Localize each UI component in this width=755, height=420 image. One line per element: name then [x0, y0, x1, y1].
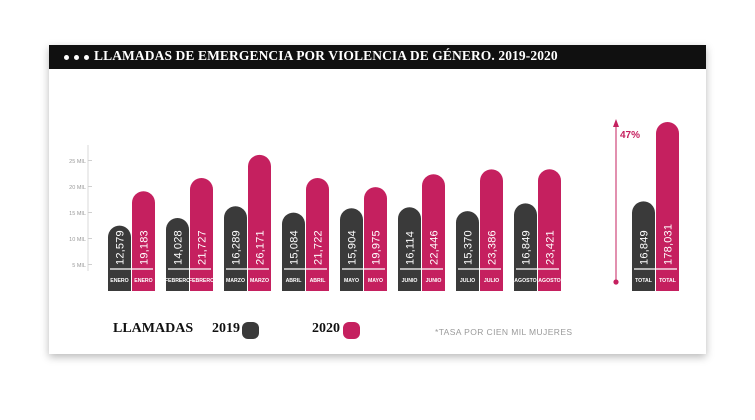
window-dot-icon — [74, 55, 79, 60]
bar-2020-enero — [132, 191, 155, 291]
data-label-2020: 26,171 — [255, 230, 267, 265]
y-tick-label: 25 MIL — [69, 159, 86, 165]
category-label-2019: ABRIL — [286, 278, 303, 284]
data-label-2019: 15,084 — [289, 230, 301, 265]
data-label-2020: 19,183 — [139, 230, 151, 265]
category-label-2020: MAYO — [368, 278, 383, 284]
data-label-2020: 23,421 — [545, 230, 557, 265]
bar-2019-mayo — [340, 208, 363, 291]
bar-2020-mayo — [364, 187, 387, 291]
y-tick-label: 5 MIL — [72, 263, 86, 269]
category-label-total-2020: TOTAL — [659, 278, 677, 284]
data-label-2019: 14,028 — [173, 230, 185, 265]
bar-2019-enero — [108, 225, 131, 291]
category-label-2019: AGOSTO — [514, 278, 536, 284]
data-label-2019: 16,289 — [231, 230, 243, 265]
data-label-2020: 22,446 — [429, 230, 441, 265]
bar-2020-julio — [480, 169, 503, 291]
category-label-2020: ENERO — [134, 278, 152, 284]
footnote: *TASA POR CIEN MIL MUJERES — [435, 327, 573, 337]
bar-total-2020 — [656, 122, 679, 291]
data-label-total-2019: 16,849 — [639, 230, 651, 265]
category-label-2019: MARZO — [226, 278, 245, 284]
data-label-2019: 16,849 — [521, 230, 533, 265]
window-dot-icon — [84, 55, 89, 60]
bar-chart: 5 MIL 10 MIL 15 MIL 20 MIL 25 MIL 12,579 19,18… — [69, 119, 679, 291]
category-label-total-2019: TOTAL — [635, 278, 653, 284]
growth-arrow-head-icon — [613, 119, 619, 127]
legend-label-2019: 2019 — [212, 321, 240, 336]
y-tick-label: 20 MIL — [69, 185, 86, 191]
category-label-2020: AGOSTO — [538, 278, 560, 284]
bar-2019-marzo — [224, 206, 247, 291]
category-label-2019: JUNIO — [402, 278, 418, 284]
bar-2019-abril — [282, 212, 305, 291]
legend-title: LLAMADAS — [113, 321, 194, 336]
chart-title: LLAMADAS DE EMERGENCIA POR VIOLENCIA DE … — [94, 48, 558, 63]
window-dot-icon — [64, 55, 69, 60]
category-label-2019: ENERO — [110, 278, 128, 284]
data-label-2020: 19,975 — [371, 230, 383, 265]
category-label-2020: FEBRERO — [189, 278, 214, 284]
bar-2019-julio — [456, 211, 479, 291]
category-label-2020: JULIO — [484, 278, 499, 284]
growth-arrow-base-dot — [613, 279, 619, 285]
data-label-2019: 12,579 — [115, 230, 127, 265]
legend-swatch-2019 — [242, 322, 259, 339]
growth-percent-label: 47% — [620, 130, 640, 141]
category-label-2019: MAYO — [344, 278, 359, 284]
bar-2019-febrero — [166, 218, 189, 291]
data-label-2019: 16,114 — [405, 231, 417, 265]
bar-2020-agosto — [538, 169, 561, 291]
legend-swatch-2020 — [343, 322, 360, 339]
category-label-2019: JULIO — [460, 278, 475, 284]
y-tick-label: 15 MIL — [69, 211, 86, 217]
data-label-2020: 23,386 — [487, 230, 499, 265]
data-label-total-2020: 178,031 — [663, 224, 675, 265]
data-label-2019: 15,370 — [463, 230, 475, 265]
data-label-2020: 21,722 — [313, 230, 325, 265]
y-tick-label: 10 MIL — [69, 237, 86, 243]
chart-card: LLAMADAS DE EMERGENCIA POR VIOLENCIA DE … — [49, 45, 706, 354]
bar-2020-abril — [306, 178, 329, 291]
category-label-2019: FEBRERO — [165, 278, 190, 284]
bar-2020-junio — [422, 174, 445, 291]
bar-2020-marzo — [248, 154, 271, 291]
data-label-2019: 15,904 — [347, 230, 359, 265]
legend-label-2020: 2020 — [312, 321, 340, 336]
data-label-2020: 21,727 — [197, 230, 209, 265]
category-label-2020: JUNIO — [426, 278, 442, 284]
category-label-2020: ABRIL — [310, 278, 327, 284]
title-bar: LLAMADAS DE EMERGENCIA POR VIOLENCIA DE … — [49, 45, 706, 69]
bar-2020-febrero — [190, 178, 213, 291]
bar-2019-junio — [398, 207, 421, 291]
category-label-2020: MARZO — [250, 278, 269, 284]
